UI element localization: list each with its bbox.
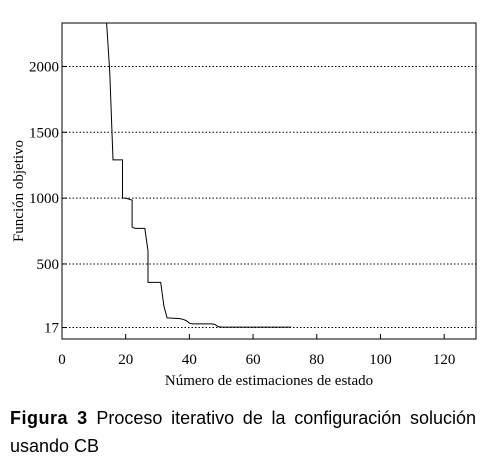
y-axis-label: Función objetivo [11,140,27,242]
y-tick-label: 1500 [29,125,59,141]
x-axis-label: Número de estimaciones de estado [165,373,373,389]
x-tick-label: 20 [118,352,133,368]
x-tick-label: 0 [58,352,66,368]
x-tick-label: 80 [309,352,324,368]
series-group [106,22,292,328]
caption-text: Proceso iterativo de la configuración so… [10,408,476,456]
x-tick-label: 60 [246,352,261,368]
figure-number: Figura 3 [10,408,88,428]
chart: 0 20 40 60 80 100 120 17 500 1000 1500 2000 Número… [11,22,477,389]
x-tick-label: 100 [369,352,392,368]
x-tick-label: 40 [182,352,197,368]
y-ticks: 17 500 1000 1500 2000 [29,59,67,337]
figure-caption: Figura 3 Proceso iterativo de la configu… [10,404,476,460]
series-line [106,22,292,328]
y-tick-label: 500 [37,257,60,273]
x-ticks: 0 20 40 60 80 100 120 [58,334,455,368]
x-tick-label: 120 [433,352,456,368]
y-tick-label: 2000 [29,59,59,75]
y-tick-label: 1000 [29,191,59,207]
y-tick-label: 17 [44,321,60,337]
grid-lines [62,65,476,329]
plot-frame [61,22,477,340]
